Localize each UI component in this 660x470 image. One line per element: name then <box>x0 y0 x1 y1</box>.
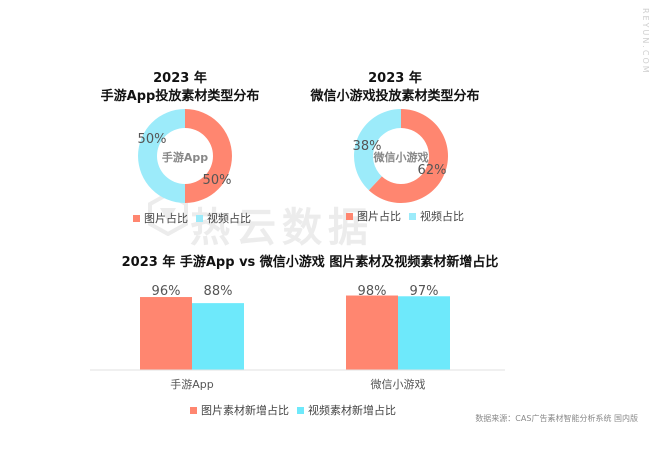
donut2-legend-image-label: 图片占比 <box>357 210 401 223</box>
bar-legend-image: 图片素材新增占比 <box>190 402 289 418</box>
donut1-legend-image-label: 图片占比 <box>144 212 188 225</box>
donut2-slice-video <box>354 109 401 191</box>
legend-swatch-image <box>346 212 353 220</box>
bar-value-label-wechat-minigame-video: 97% <box>410 284 439 299</box>
bar-category-label-wechat-minigame: 微信小游戏 <box>371 377 426 391</box>
donut2-center-label: 微信小游戏 <box>373 150 429 164</box>
bar-chart-legend: 图片素材新增占比 视频素材新增占比 <box>190 402 404 418</box>
donut2-slice-image <box>368 109 448 203</box>
donut1-title: 2023 年 手游App投放素材类型分布 <box>95 70 265 106</box>
donut2-title-line2: 微信小游戏投放素材类型分布 <box>310 89 480 104</box>
legend-swatch-image <box>133 214 140 222</box>
bar-chart-new-material-share: 96% 88% 98% 97% 手游App 微信小游戏 <box>90 284 505 391</box>
donut1-legend-video-label: 视频占比 <box>207 212 251 225</box>
donut1-center-label: 手游App <box>162 150 208 164</box>
donut1-legend: 图片占比 视频占比 <box>133 210 259 226</box>
bar-mobile-app-video <box>192 303 244 370</box>
bar-legend-video: 视频素材新增占比 <box>297 402 396 418</box>
legend-swatch-video <box>196 214 203 222</box>
legend-swatch-video <box>409 212 416 220</box>
donut1-title-line2: 手游App投放素材类型分布 <box>100 89 260 104</box>
donut2-legend-video-label: 视频占比 <box>420 210 464 223</box>
bar-category-label-mobile-app: 手游App <box>170 377 214 391</box>
legend-swatch-video <box>297 406 304 414</box>
bar-value-label-wechat-minigame-image: 98% <box>358 284 387 299</box>
donut1-legend-video: 视频占比 <box>196 210 251 226</box>
donut1-slice-image <box>185 109 232 203</box>
donut2-legend-video: 视频占比 <box>409 208 464 224</box>
bar-wechat-minigame-image <box>346 295 398 370</box>
bar-value-label-mobile-app-image: 96% <box>152 284 181 299</box>
donut2-legend-image: 图片占比 <box>346 208 401 224</box>
bar-wechat-minigame-video <box>398 296 450 370</box>
donut2-legend: 图片占比 视频占比 <box>346 208 472 224</box>
bar-legend-video-label: 视频素材新增占比 <box>308 404 396 417</box>
donut1-title-line1: 2023 年 <box>153 71 207 86</box>
donut1-slice-video <box>138 109 185 203</box>
donut1-image-pct-label: 50% <box>203 173 232 188</box>
legend-swatch-image <box>190 406 197 414</box>
donut1-video-pct-label: 50% <box>138 132 167 147</box>
data-source-note: 数据来源：CAS广告素材智能分析系统 国内版 <box>475 414 638 423</box>
brand-logo-watermark <box>148 192 188 236</box>
brand-watermark: 热云数据 <box>190 205 374 251</box>
donut2-title: 2023 年 微信小游戏投放素材类型分布 <box>300 70 490 106</box>
bar-chart-title: 2023 年 手游App vs 微信小游戏 图片素材及视频素材新增占比 <box>121 255 499 270</box>
donut1-legend-image: 图片占比 <box>133 210 188 226</box>
donut2-video-pct-label: 38% <box>353 139 382 154</box>
bar-legend-image-label: 图片素材新增占比 <box>201 404 289 417</box>
bar-value-label-mobile-app-video: 88% <box>204 284 233 299</box>
donut-chart-wechat-minigame: 微信小游戏 62% 38% <box>353 109 448 203</box>
site-url-watermark: REYUN.COM <box>641 8 650 75</box>
donut-chart-mobile-app: 手游App 50% 50% <box>138 109 232 203</box>
donut2-title-line1: 2023 年 <box>368 71 422 86</box>
donut2-image-pct-label: 62% <box>418 163 447 178</box>
bar-mobile-app-image <box>140 297 192 370</box>
